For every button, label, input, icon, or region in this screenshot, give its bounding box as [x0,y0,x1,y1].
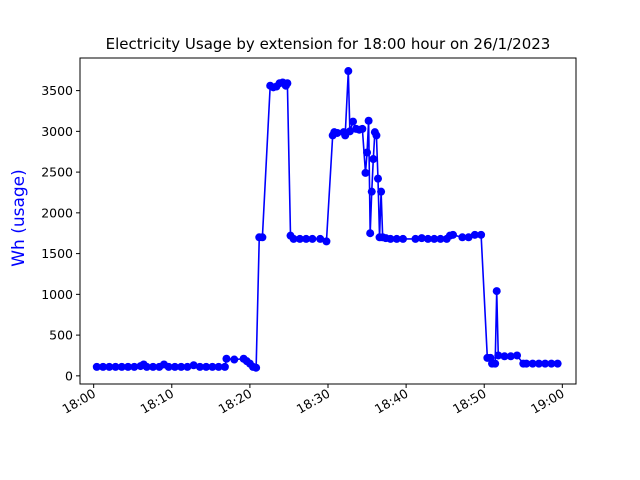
data-point [369,155,378,164]
data-point [417,234,426,243]
data-point [411,234,420,243]
data-point [208,362,217,371]
data-point [398,234,407,243]
x-tick-label: 18:30 [294,386,333,417]
y-axis: 0 500 1000 1500 2000 2500 3000 3500 [41,83,80,383]
data-point [492,287,501,296]
data-point [349,117,357,126]
data-point [322,237,331,246]
x-tick-label: 18:10 [138,386,177,417]
data-point [553,359,562,368]
data-point [500,352,509,361]
y-tick-label: 1000 [41,287,73,302]
data-point [183,362,192,371]
data-point [202,362,211,371]
data-point [230,355,239,364]
data-point [214,362,223,371]
data-point [430,234,439,243]
data-point [494,351,503,360]
x-tick-label: 19:00 [528,386,567,417]
data-point [436,234,445,243]
data-point [392,234,401,243]
data-point [541,359,550,368]
data-point [283,79,292,88]
data-point [345,127,354,136]
data-point [92,362,101,371]
data-point [333,128,342,137]
data-point [302,234,311,243]
data-point [361,168,370,177]
data-point [364,116,373,125]
y-tick-label: 2500 [41,165,73,180]
data-point [534,359,543,368]
data-point [258,233,267,242]
x-tick-label: 18:00 [59,386,98,417]
data-point [464,233,473,242]
x-tick-label: 18:20 [216,386,255,417]
data-point [195,362,204,371]
data-point [547,359,556,368]
data-point [170,362,179,371]
data-point [252,363,261,372]
data-point [99,362,108,371]
x-tick-label: 18:40 [372,386,411,417]
data-point [372,131,381,140]
data-point [316,234,325,243]
data-point [344,67,353,76]
series-line [96,70,558,369]
data-point [448,230,457,239]
data-point [373,174,382,183]
data-point [130,362,139,371]
data-point [477,230,486,239]
data-point [513,351,522,360]
data-point [105,362,114,371]
data-point [295,234,304,243]
data-point [363,148,372,157]
x-tick-label: 18:50 [450,386,489,417]
y-tick-label: 3500 [41,83,73,98]
data-point [458,233,467,242]
chart-title: Electricity Usage by extension for 18:00… [106,35,551,53]
y-tick-label: 0 [65,368,73,383]
data-point [506,352,515,361]
data-point [366,229,375,238]
data-point [142,362,151,371]
data-point [220,362,229,371]
data-point [528,359,537,368]
y-axis-label: Wh (usage) [9,169,29,267]
y-tick-label: 500 [49,328,73,343]
data-point [358,124,367,133]
data-point [470,230,479,239]
data-point [308,234,317,243]
y-tick-label: 1500 [41,246,73,261]
data-point [117,362,126,371]
data-point [111,362,120,371]
data-point [149,362,158,371]
series-layer [92,67,562,372]
data-point [222,354,231,363]
data-point [423,234,432,243]
data-point [491,359,500,368]
y-tick-label: 3000 [41,124,73,139]
data-point [522,359,531,368]
data-point [289,234,298,243]
data-point [377,187,386,196]
data-point [177,362,186,371]
data-point [124,362,133,371]
data-point [189,361,198,370]
data-point [164,362,173,371]
data-point [386,234,395,243]
y-tick-label: 2000 [41,205,73,220]
data-point [367,187,376,196]
x-axis: 18:00 18:10 18:20 18:30 18:40 18:50 19:00 [59,384,567,417]
